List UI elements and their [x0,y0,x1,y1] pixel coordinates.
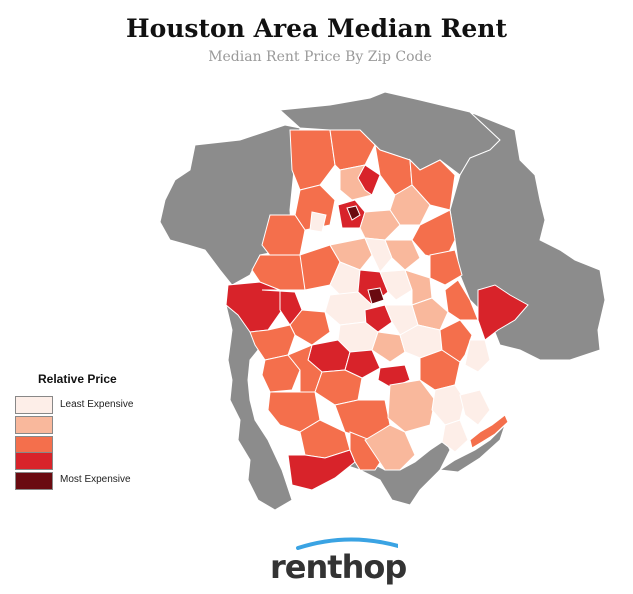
logo-arc-icon [296,537,398,550]
zip-region [344,349,381,379]
zip-region [309,211,327,233]
map-subtitle: Median Rent Price By Zip Code [208,49,432,65]
zip-region [364,237,393,273]
map-title: Houston Area Median Rent [125,14,508,43]
zip-code-regions [225,129,529,491]
zip-region [464,339,491,373]
zip-region [411,297,449,331]
zip-region [387,379,436,433]
zip-region [251,254,306,291]
zip-region [429,249,463,286]
zip-region [367,287,385,305]
legend-title: Relative Price [38,372,117,386]
zip-region [346,205,361,221]
legend-swatch-least [15,396,53,414]
zip-region [249,324,296,361]
legend-swatch-most [15,472,53,490]
zip-region [364,424,416,471]
zip-region [384,239,421,271]
zip-region [459,389,491,426]
zip-region [469,414,509,449]
renthop-logo: renthop [270,537,407,586]
legend-label-most: Most Expensive [60,474,131,485]
zip-region [379,269,413,301]
zip-region [477,284,529,341]
county-southwest [225,284,293,511]
zip-region [371,331,406,363]
zip-region [444,279,479,321]
legend-label-least: Least Expensive [60,399,134,410]
zip-region [441,419,469,453]
zip-region [314,369,363,406]
logo-text: renthop [270,548,407,586]
zip-region [289,129,336,191]
zip-region [431,384,466,426]
zip-region [357,164,381,196]
legend-swatch-4 [15,452,53,470]
legend-swatch-2 [15,416,53,434]
